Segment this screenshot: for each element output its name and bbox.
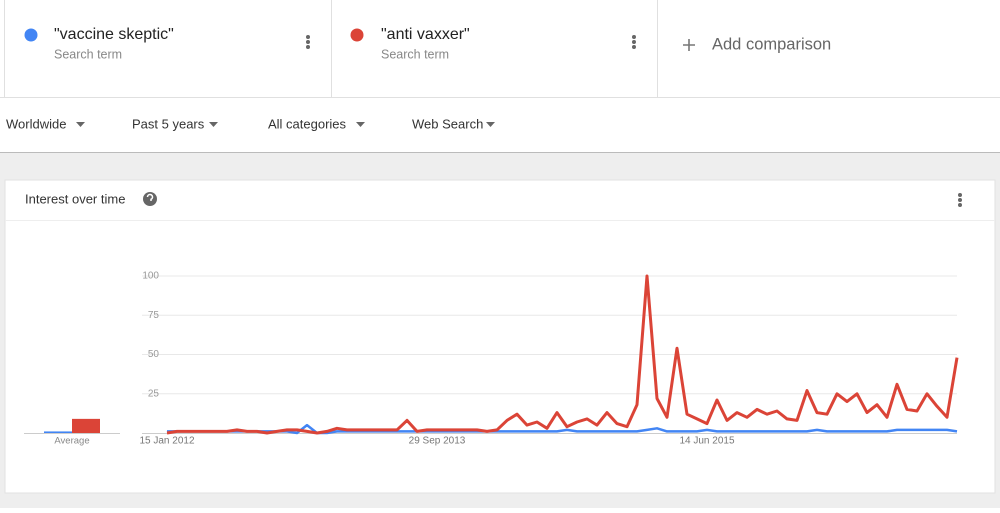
term-subtitle: Search term (381, 47, 449, 61)
average-bar (44, 431, 72, 433)
dropdown-arrow[interactable] (76, 122, 85, 127)
chart-title: Interest over time (25, 191, 125, 206)
filter-time[interactable]: Past 5 years (132, 116, 205, 131)
series-line (166, 274, 959, 435)
filter-location[interactable]: Worldwide (6, 116, 66, 131)
y-tick-label: 100 (142, 271, 159, 282)
x-tick-label: 15 Jan 2012 (139, 436, 194, 447)
average-label: Average (54, 436, 89, 447)
filter-category[interactable]: All categories (268, 116, 347, 131)
x-tick-label: 14 Jun 2015 (679, 436, 734, 447)
term-name[interactable]: "anti vaxxer" (381, 26, 470, 43)
add-comparison[interactable]: Add comparison (712, 35, 831, 53)
series-line (167, 423, 958, 435)
term-name[interactable]: "vaccine skeptic" (54, 26, 174, 43)
term-color (24, 28, 38, 42)
dropdown-arrow[interactable] (486, 122, 495, 127)
help-glyph (146, 193, 154, 201)
dropdown-arrow[interactable] (356, 122, 365, 127)
help-icon[interactable] (143, 192, 157, 206)
y-tick-label: 75 (148, 310, 160, 321)
y-tick-label: 50 (148, 349, 160, 360)
filter-search-type[interactable]: Web Search (412, 116, 483, 131)
chart: 25 50 75 100 15 Jan 2012 29 Sep 2013 14 Jun 20… (24, 271, 959, 447)
dropdown-arrow[interactable] (209, 122, 218, 127)
plus-icon[interactable] (683, 39, 695, 51)
term-color (350, 28, 364, 42)
y-tick-label: 25 (148, 388, 160, 399)
menu-button[interactable] (958, 193, 962, 207)
menu-button[interactable] (306, 35, 310, 49)
average-bar (72, 418, 100, 433)
x-tick-label: 29 Sep 2013 (409, 436, 466, 447)
chart-card (4, 179, 996, 494)
term-subtitle: Search term (54, 47, 122, 61)
menu-button[interactable] (632, 35, 636, 49)
